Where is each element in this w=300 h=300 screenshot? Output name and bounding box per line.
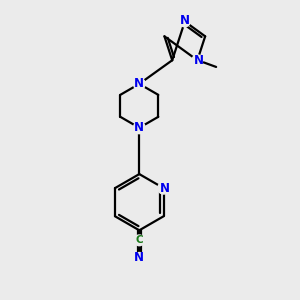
Text: N: N — [134, 251, 144, 264]
Circle shape — [158, 182, 170, 194]
Circle shape — [134, 253, 145, 263]
Text: N: N — [160, 182, 170, 195]
Text: N: N — [134, 121, 144, 134]
Text: C: C — [136, 235, 143, 245]
Circle shape — [134, 78, 145, 90]
Text: N: N — [180, 14, 190, 27]
Text: N: N — [194, 54, 204, 67]
Text: N: N — [134, 77, 144, 90]
Circle shape — [134, 122, 145, 134]
Circle shape — [134, 235, 145, 246]
Circle shape — [192, 55, 203, 66]
Circle shape — [179, 16, 190, 27]
